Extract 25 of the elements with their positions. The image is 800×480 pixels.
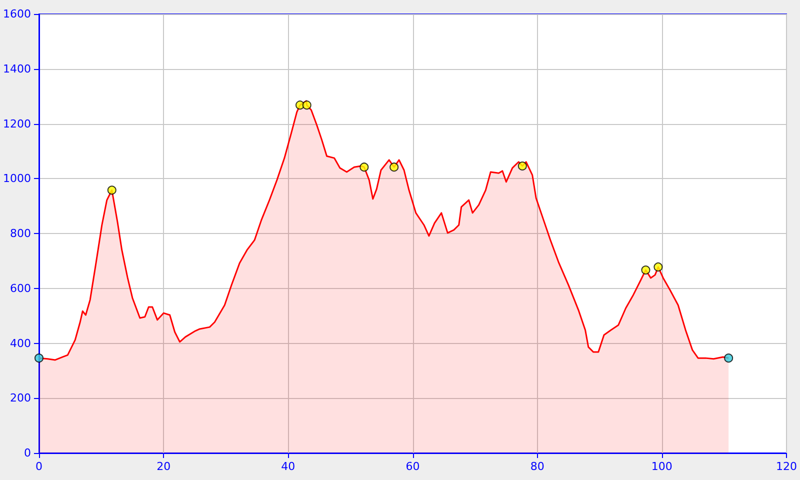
point <box>107 186 116 195</box>
x-tick-label: 60 <box>406 460 420 473</box>
point <box>654 262 663 272</box>
point <box>390 162 399 172</box>
point <box>302 100 312 110</box>
y-tick-label: 800 <box>10 227 31 240</box>
y-tick-label: 1400 <box>3 62 31 76</box>
x-tick-label: 0 <box>36 460 42 473</box>
y-tick-label: 1000 <box>3 172 31 186</box>
y-tick-label: 1600 <box>3 8 31 20</box>
x-tick-label: 20 <box>156 460 171 473</box>
point <box>641 265 650 274</box>
x-tick-label: 40 <box>281 460 296 473</box>
y-tick-label: 600 <box>10 282 31 295</box>
y-tick-label: 0 <box>24 446 31 460</box>
point <box>34 354 44 363</box>
point <box>724 354 734 363</box>
point <box>518 162 527 170</box>
x-tick-label: 80 <box>530 460 544 473</box>
x-tick-label: 120 <box>776 460 797 473</box>
y-tick-label: 200 <box>10 392 31 405</box>
y-tick-label: 400 <box>10 336 31 350</box>
y-tick-label: 1200 <box>3 117 31 130</box>
point <box>360 162 369 172</box>
x-tick-label: 100 <box>651 460 672 473</box>
